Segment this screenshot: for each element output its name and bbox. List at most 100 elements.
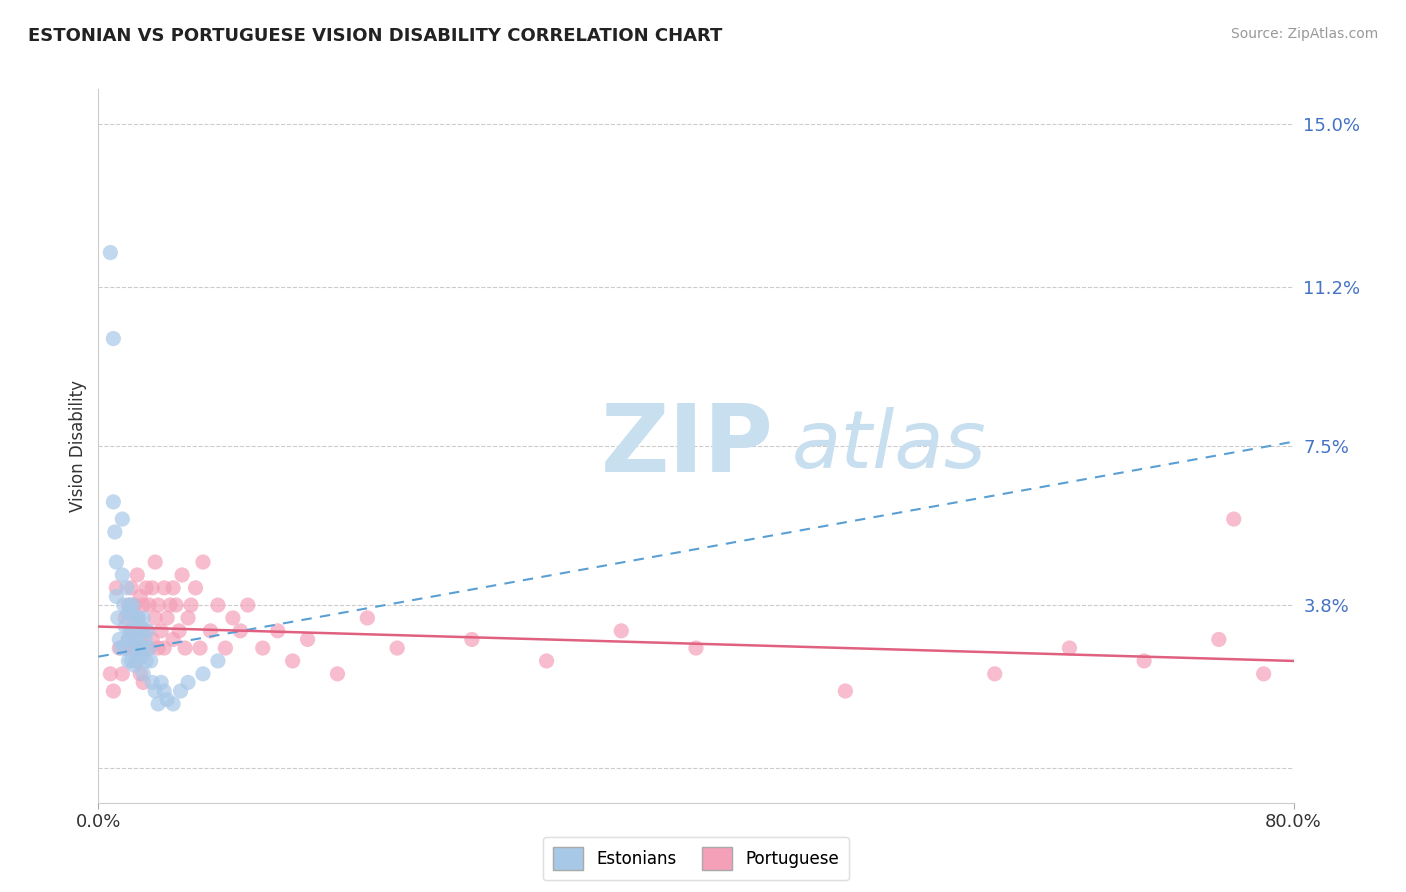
Point <box>177 611 200 625</box>
Point <box>150 624 173 638</box>
Point <box>138 641 160 656</box>
Point <box>141 632 163 647</box>
Point <box>132 675 155 690</box>
Point <box>127 611 149 625</box>
Point <box>108 641 131 656</box>
Point <box>107 611 129 625</box>
Point <box>104 524 127 539</box>
Point <box>114 641 136 656</box>
Point <box>117 632 139 647</box>
Point <box>100 245 122 260</box>
Point <box>121 624 143 638</box>
Point <box>281 654 304 668</box>
Point <box>165 598 187 612</box>
Point <box>222 611 245 625</box>
Point <box>124 632 146 647</box>
Point <box>136 624 159 638</box>
Point <box>111 666 134 681</box>
Point <box>129 590 152 604</box>
Point <box>110 641 132 656</box>
Point <box>135 624 157 638</box>
Point <box>131 624 153 638</box>
Text: Source: ZipAtlas.com: Source: ZipAtlas.com <box>1230 27 1378 41</box>
Point <box>159 598 181 612</box>
Point <box>297 632 319 647</box>
Point <box>461 632 484 647</box>
Point <box>111 568 134 582</box>
Point <box>385 641 409 656</box>
Point <box>112 598 135 612</box>
Point <box>685 641 707 656</box>
Point <box>135 581 157 595</box>
Point <box>191 555 214 569</box>
Point <box>1253 666 1275 681</box>
Point <box>1059 641 1081 656</box>
Text: ESTONIAN VS PORTUGUESE VISION DISABILITY CORRELATION CHART: ESTONIAN VS PORTUGUESE VISION DISABILITY… <box>28 27 723 45</box>
Point <box>132 611 155 625</box>
Point <box>124 641 146 656</box>
Point <box>127 624 149 638</box>
Point <box>117 607 139 621</box>
Point <box>184 581 207 595</box>
Point <box>105 581 128 595</box>
Point <box>132 641 155 656</box>
Point <box>148 641 170 656</box>
Legend: Estonians, Portuguese: Estonians, Portuguese <box>543 837 849 880</box>
Point <box>124 598 146 612</box>
Point <box>1223 512 1246 526</box>
Point <box>148 697 170 711</box>
Point <box>156 692 179 706</box>
Point <box>143 555 166 569</box>
Point <box>169 684 191 698</box>
Point <box>834 684 856 698</box>
Point <box>162 581 184 595</box>
Point <box>207 654 229 668</box>
Point <box>252 641 274 656</box>
Point <box>125 611 148 625</box>
Point <box>117 598 139 612</box>
Point <box>114 611 136 625</box>
Point <box>356 611 378 625</box>
Point <box>115 581 138 595</box>
Point <box>135 654 157 668</box>
Point <box>150 675 173 690</box>
Point <box>121 598 143 612</box>
Point <box>162 697 184 711</box>
Point <box>138 641 160 656</box>
Point <box>1208 632 1230 647</box>
Point <box>177 675 200 690</box>
Point <box>207 598 229 612</box>
Text: ZIP: ZIP <box>600 400 773 492</box>
Point <box>127 568 149 582</box>
Point <box>103 495 125 509</box>
Point <box>125 632 148 647</box>
Point <box>128 611 150 625</box>
Point <box>141 675 163 690</box>
Point <box>153 641 176 656</box>
Point <box>134 632 156 647</box>
Point <box>236 598 259 612</box>
Point <box>129 632 152 647</box>
Point <box>139 654 162 668</box>
Point <box>132 598 155 612</box>
Point <box>153 684 176 698</box>
Point <box>132 666 155 681</box>
Point <box>129 645 152 659</box>
Point <box>114 619 136 633</box>
Point <box>111 512 134 526</box>
Point <box>114 641 136 656</box>
Point <box>132 641 155 656</box>
Point <box>103 332 125 346</box>
Point <box>120 581 142 595</box>
Point <box>118 624 141 638</box>
Point <box>143 684 166 698</box>
Point <box>172 568 194 582</box>
Point <box>127 654 149 668</box>
Point <box>141 581 163 595</box>
Point <box>200 624 222 638</box>
Point <box>984 666 1007 681</box>
Point <box>162 632 184 647</box>
Point <box>105 590 128 604</box>
Point <box>129 666 152 681</box>
Point <box>214 641 236 656</box>
